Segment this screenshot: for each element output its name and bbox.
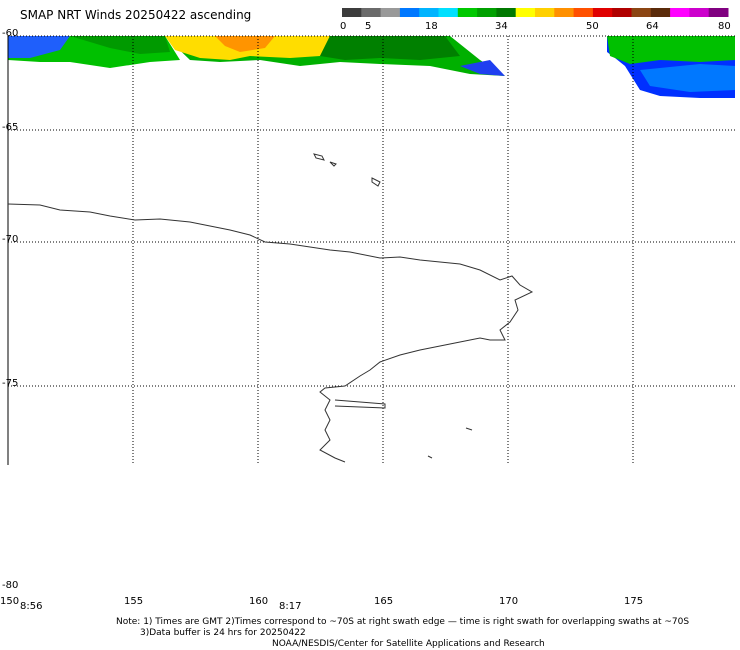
scale-label-80: 80 xyxy=(718,21,731,32)
scale-label-0: 0 xyxy=(340,21,347,32)
scale-swatch xyxy=(438,8,459,17)
lat-label: -70 xyxy=(2,234,19,245)
note-line-1: Note: 1) Times are GMT 2)Times correspon… xyxy=(116,617,690,627)
pass-time: 8:17 xyxy=(279,601,302,612)
scale-swatch xyxy=(573,8,594,17)
scale-label-5: 5 xyxy=(365,21,372,32)
scale-label-64: 64 xyxy=(646,21,659,32)
scale-label-50: 50 xyxy=(586,21,599,32)
scale-swatch xyxy=(708,8,729,17)
lat-label: -60 xyxy=(2,28,19,39)
scale-swatch xyxy=(554,8,575,17)
scale-swatch xyxy=(631,8,652,17)
lon-label: 155 xyxy=(124,596,144,607)
lon-label: 150 xyxy=(0,596,20,607)
graticule xyxy=(8,35,735,465)
scale-swatch xyxy=(361,8,382,17)
scale-swatch xyxy=(457,8,478,17)
lon-label: 175 xyxy=(624,596,644,607)
lat-label: -75 xyxy=(2,378,19,389)
scale-label-18: 18 xyxy=(425,21,438,32)
scale-swatch xyxy=(515,8,536,17)
coastline xyxy=(7,153,534,463)
map-title: SMAP NRT Winds 20250422 ascending xyxy=(20,8,252,22)
scale-swatch xyxy=(380,8,401,17)
scale-swatch xyxy=(612,8,632,17)
scale-swatch xyxy=(399,8,420,17)
lat-label: -65 xyxy=(2,122,19,133)
lon-label: 165 xyxy=(374,596,394,607)
scale-label-34: 34 xyxy=(495,21,508,32)
scale-swatch xyxy=(342,8,362,17)
note-line-2: 3)Data buffer is 24 hrs for 20250422 xyxy=(140,628,306,638)
pass-time: 8:56 xyxy=(20,601,43,612)
scale-swatch xyxy=(650,8,671,17)
lon-label: 170 xyxy=(499,596,519,607)
wind-swath-center xyxy=(165,36,505,76)
scale-swatch xyxy=(419,8,439,17)
color-scale-bar xyxy=(342,8,729,17)
scale-swatch xyxy=(689,8,710,17)
credit-line: NOAA/NESDIS/Center for Satellite Applica… xyxy=(272,639,545,649)
lat-label: -80 xyxy=(2,580,19,591)
scale-swatch xyxy=(670,8,690,17)
scale-swatch xyxy=(477,8,497,17)
scale-swatch xyxy=(496,8,517,17)
scale-swatch xyxy=(592,8,613,17)
scale-swatch xyxy=(535,8,555,17)
wind-swath-left xyxy=(8,36,180,68)
wind-swath-right xyxy=(607,36,735,98)
lon-label: 160 xyxy=(249,596,269,607)
